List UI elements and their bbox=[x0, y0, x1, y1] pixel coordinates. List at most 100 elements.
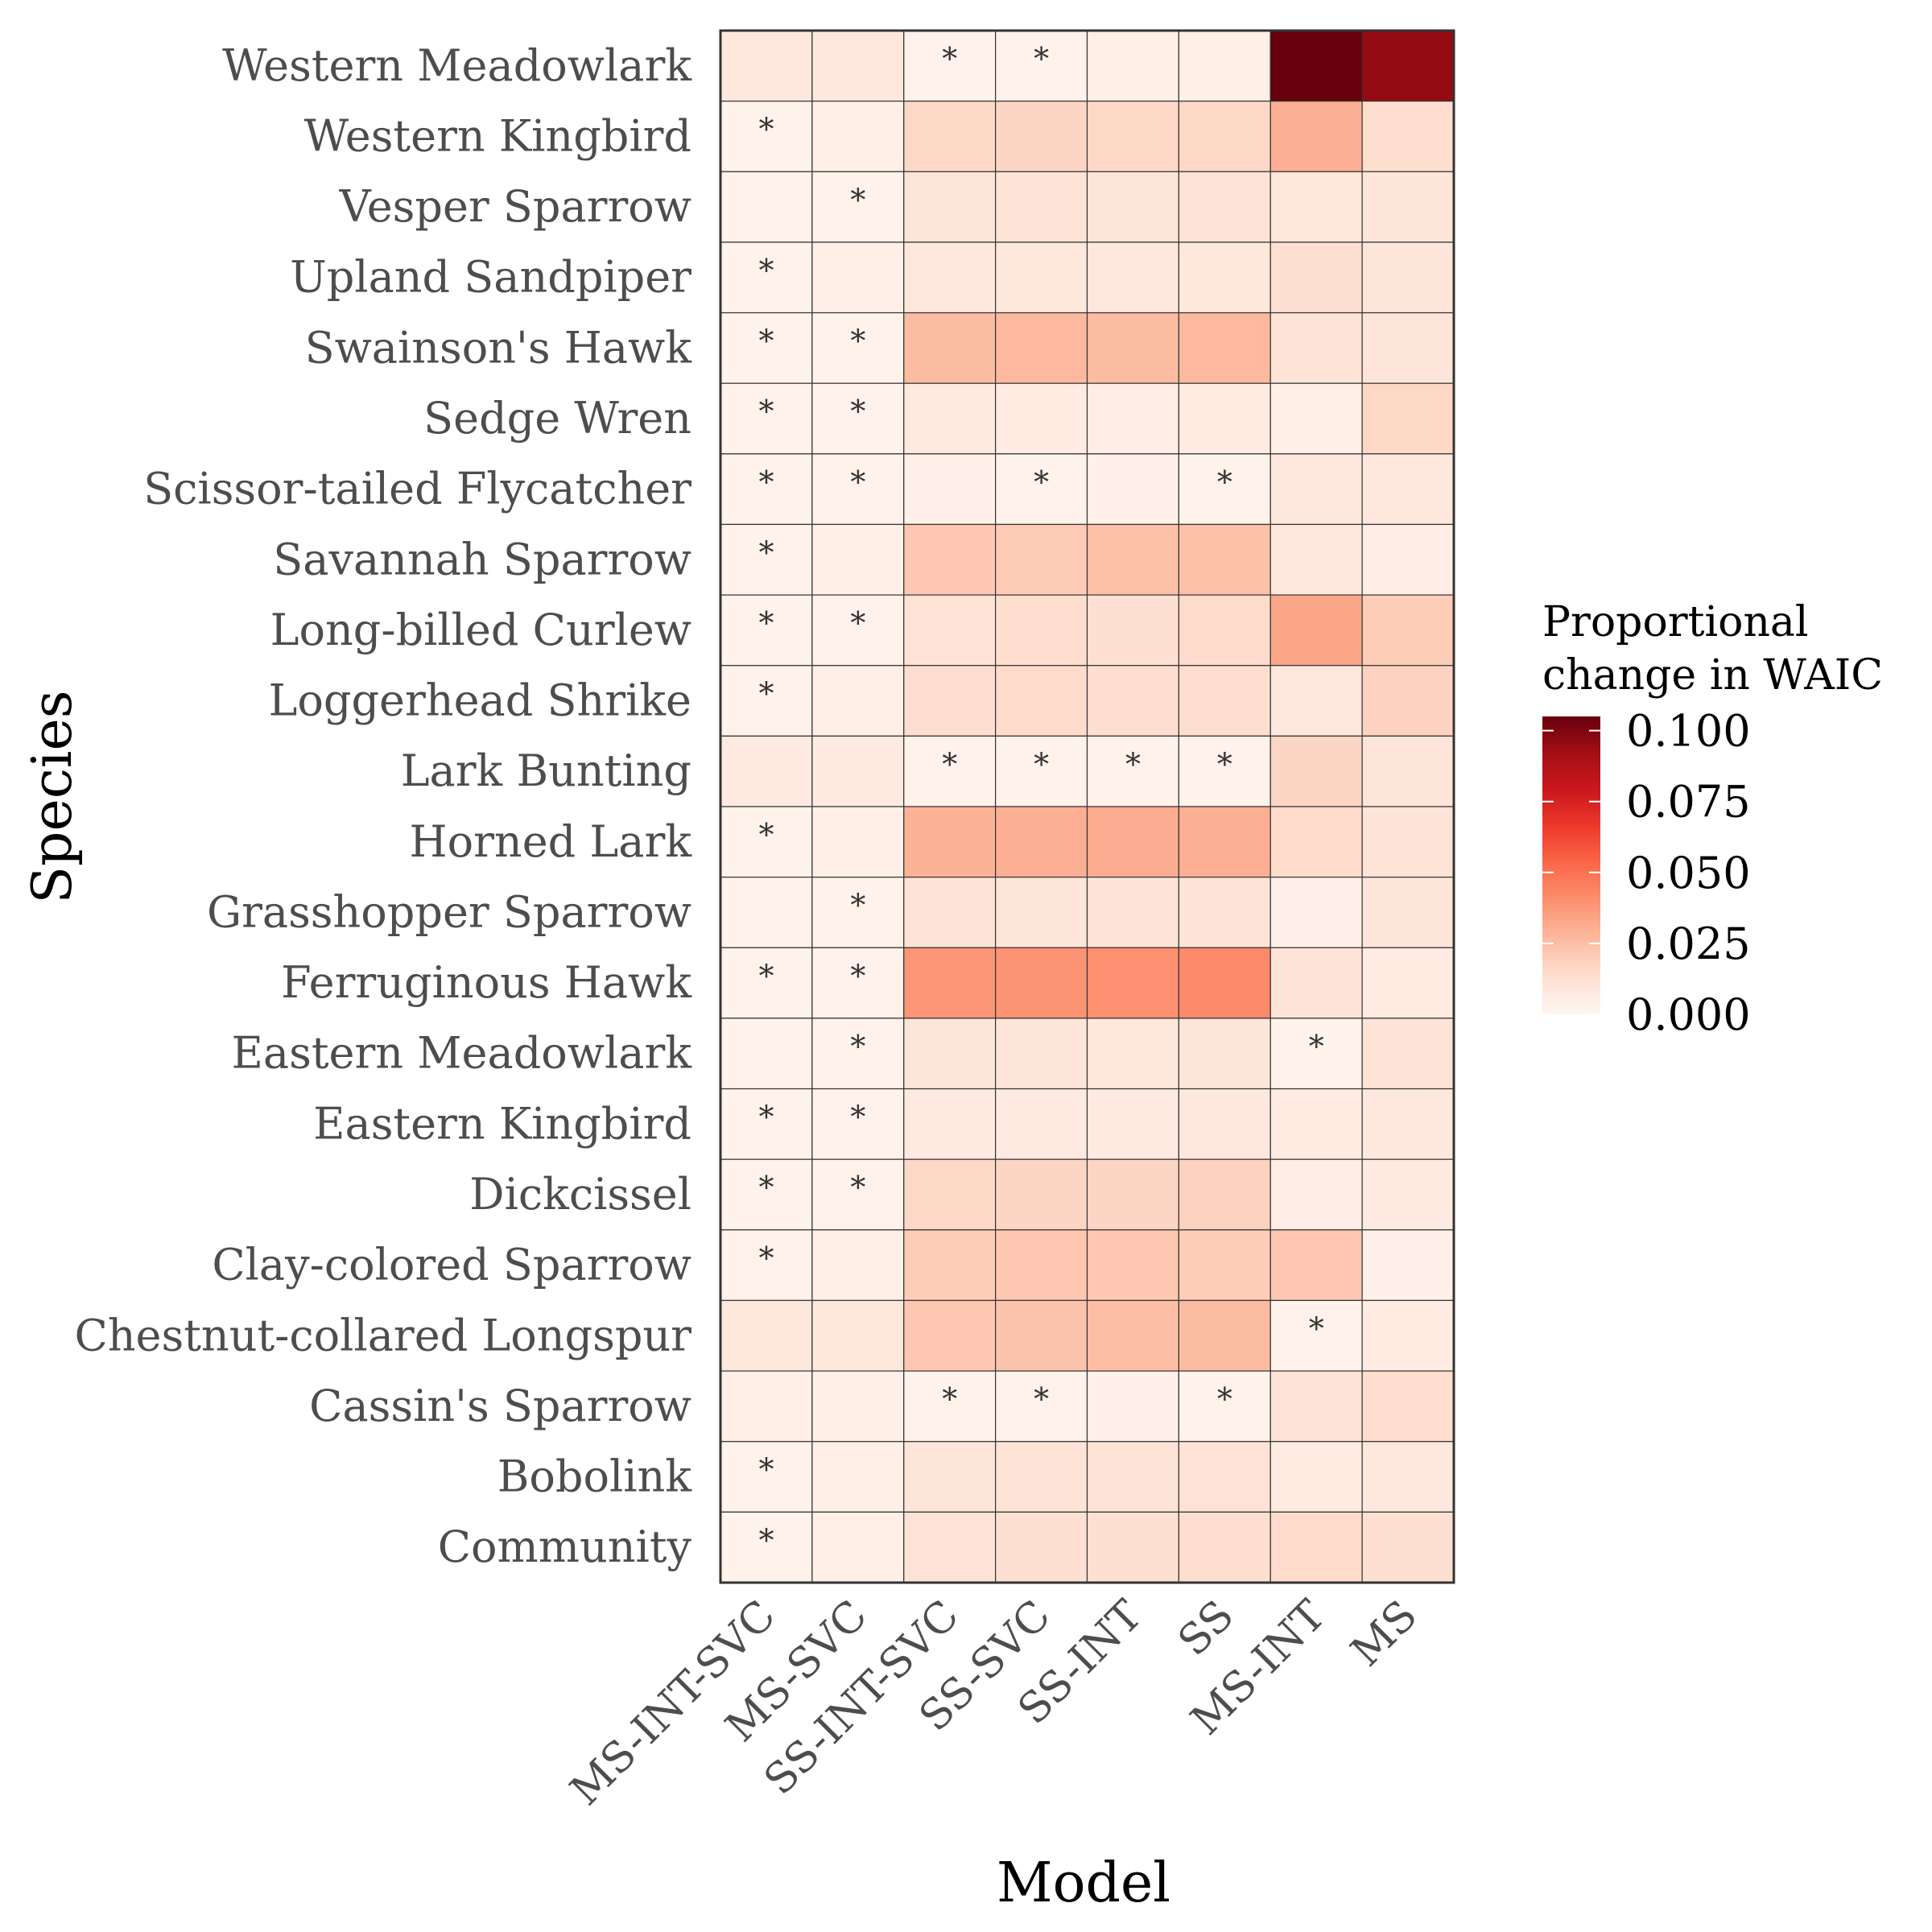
heatmap-cell bbox=[811, 877, 905, 948]
y-tick-label: Western Kingbird bbox=[304, 110, 691, 161]
heatmap-cell bbox=[720, 735, 813, 807]
heatmap-cell bbox=[1086, 382, 1179, 455]
heatmap-cell bbox=[995, 382, 1088, 455]
heatmap-cell bbox=[720, 242, 813, 314]
y-tick-label: Chestnut-collared Longspur bbox=[74, 1310, 691, 1360]
heatmap-cell bbox=[1178, 1158, 1271, 1231]
best-model-marker: * bbox=[758, 605, 774, 641]
heatmap-cell bbox=[1269, 312, 1363, 384]
heatmap-cell bbox=[1361, 665, 1455, 737]
heatmap-cell bbox=[995, 877, 1088, 948]
heatmap-cell bbox=[1361, 877, 1455, 948]
heatmap-cell bbox=[995, 1088, 1088, 1160]
x-axis-title: Model bbox=[997, 1852, 1170, 1915]
heatmap-cell bbox=[995, 735, 1088, 807]
y-tick-label: Eastern Meadowlark bbox=[232, 1028, 693, 1079]
heatmap-cell bbox=[1178, 312, 1271, 384]
heatmap-cell bbox=[1269, 171, 1363, 243]
heatmap-cell bbox=[995, 806, 1088, 878]
legend-tick-label: 0.000 bbox=[1626, 989, 1751, 1040]
heatmap-cell bbox=[811, 1370, 905, 1443]
heatmap-cell bbox=[1269, 594, 1363, 667]
heatmap-cell bbox=[1178, 171, 1271, 243]
best-model-marker: * bbox=[1309, 1311, 1324, 1346]
heatmap-cell bbox=[1361, 1018, 1455, 1090]
heatmap-cell bbox=[995, 1018, 1088, 1090]
heatmap-cell bbox=[811, 806, 905, 878]
heatmap-cell bbox=[1269, 30, 1363, 102]
best-model-marker: * bbox=[758, 1452, 774, 1488]
heatmap-cell bbox=[903, 1441, 997, 1513]
heatmap-cell bbox=[1361, 735, 1455, 807]
best-model-marker: * bbox=[1034, 464, 1049, 500]
heatmap-cell bbox=[1086, 1018, 1179, 1090]
y-tick-label: Community bbox=[438, 1521, 692, 1572]
legend-tick-label: 0.100 bbox=[1626, 706, 1751, 757]
heatmap-cell bbox=[1086, 735, 1179, 807]
y-tick-label: Clay-colored Sparrow bbox=[212, 1240, 691, 1290]
y-tick-label: Loggerhead Shrike bbox=[269, 675, 691, 726]
heatmap-cell bbox=[1361, 594, 1455, 667]
best-model-marker: * bbox=[850, 888, 865, 923]
heatmap-cell bbox=[720, 523, 813, 596]
heatmap-cell bbox=[903, 242, 997, 314]
heatmap-cell bbox=[1361, 806, 1455, 878]
heatmap-cell bbox=[1086, 877, 1179, 948]
legend-title-line1: Proportional bbox=[1542, 598, 1809, 646]
heatmap-cell bbox=[811, 1229, 905, 1302]
heatmap-cell bbox=[1086, 806, 1179, 878]
heatmap-cell bbox=[903, 312, 997, 384]
heatmap-cell bbox=[1086, 594, 1179, 667]
heatmap-cell bbox=[811, 1441, 905, 1513]
heatmap-cell bbox=[1178, 594, 1271, 667]
heatmap-cell bbox=[903, 101, 997, 172]
heatmap-cell bbox=[811, 665, 905, 737]
heatmap-cell bbox=[1269, 806, 1363, 878]
heatmap-cell bbox=[1086, 30, 1179, 102]
heatmap-cell bbox=[1086, 1088, 1179, 1160]
heatmap-cell bbox=[903, 1511, 997, 1583]
heatmap-cell bbox=[1086, 523, 1179, 596]
legend-tick-label: 0.075 bbox=[1626, 777, 1751, 828]
y-tick-label: Long-billed Curlew bbox=[270, 605, 691, 655]
heatmap-cell bbox=[720, 1370, 813, 1443]
best-model-marker: * bbox=[850, 605, 865, 641]
best-model-marker: * bbox=[1309, 1029, 1324, 1064]
heatmap-cell bbox=[1269, 453, 1363, 526]
heatmap-cell bbox=[1361, 30, 1455, 102]
heatmap-cell bbox=[720, 171, 813, 243]
heatmap-cell bbox=[1086, 665, 1179, 737]
best-model-marker: * bbox=[758, 112, 774, 147]
heatmap-cell bbox=[903, 1018, 997, 1090]
heatmap-cell bbox=[811, 1299, 905, 1372]
legend-title-line2: change in WAIC bbox=[1542, 651, 1883, 700]
heatmap-cell bbox=[995, 1158, 1088, 1231]
heatmap-cell bbox=[1361, 101, 1455, 172]
best-model-marker: * bbox=[1125, 746, 1141, 782]
heatmap-cell bbox=[1086, 1158, 1179, 1231]
heatmap-cell bbox=[995, 1511, 1088, 1583]
heatmap-cell bbox=[903, 735, 997, 807]
heatmap-cell bbox=[1086, 1511, 1179, 1583]
heatmap-cell bbox=[720, 1441, 813, 1513]
heatmap-cell bbox=[720, 1511, 813, 1583]
heatmap-cell bbox=[1178, 1229, 1271, 1302]
best-model-marker: * bbox=[758, 253, 774, 288]
best-model-marker: * bbox=[850, 1100, 865, 1135]
heatmap-cell bbox=[720, 877, 813, 948]
y-tick-label: Horned Lark bbox=[410, 816, 693, 867]
heatmap-cell bbox=[811, 594, 905, 667]
heatmap-cell bbox=[903, 665, 997, 737]
legend-tick-label: 0.025 bbox=[1626, 919, 1751, 969]
legend-tick-label: 0.050 bbox=[1626, 848, 1751, 898]
heatmap-cell bbox=[903, 1088, 997, 1160]
y-tick-label: Western Meadowlark bbox=[222, 40, 692, 91]
heatmap-cell bbox=[1361, 242, 1455, 314]
heatmap-cell bbox=[1269, 877, 1363, 948]
x-tick-label: MS bbox=[1342, 1591, 1426, 1676]
panel-border bbox=[719, 29, 1455, 1584]
y-tick-label: Scissor-tailed Flycatcher bbox=[143, 464, 691, 514]
heatmap-cell bbox=[1178, 1370, 1271, 1443]
best-model-marker: * bbox=[758, 1241, 774, 1276]
heatmap-cell bbox=[903, 382, 997, 455]
